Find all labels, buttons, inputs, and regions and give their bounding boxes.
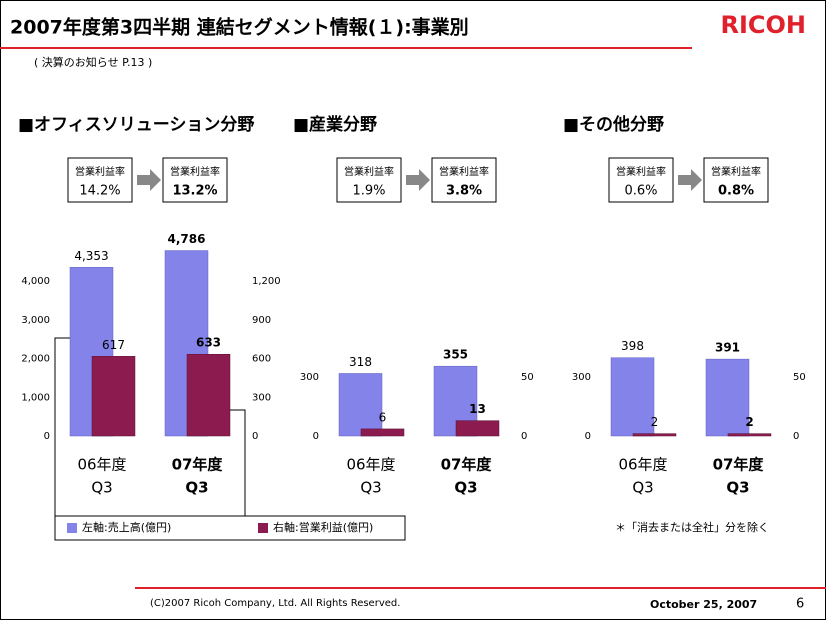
y-tick-label: 0 — [585, 431, 591, 442]
y2-tick-label: 0 — [252, 431, 258, 442]
section-title: ■産業分野 — [293, 114, 377, 135]
subtitle: ( 決算のお知らせ P.13 ) — [34, 55, 152, 69]
logo: RICOH — [720, 11, 806, 39]
margin-label: 営業利益率 — [439, 165, 489, 178]
leader-line — [54, 337, 77, 527]
margin-box — [608, 157, 674, 203]
value-label: 398 — [621, 339, 644, 353]
y2-tick-label: 0 — [793, 431, 799, 442]
value-label: 2 — [651, 415, 659, 429]
bar — [186, 353, 231, 437]
x-tick-label: Q3 — [185, 479, 208, 497]
y-tick-label: 300 — [572, 372, 591, 383]
x-tick-label: Q3 — [726, 479, 749, 497]
value-label: 13 — [469, 402, 486, 416]
x-tick-label: Q3 — [360, 479, 381, 497]
bar — [705, 358, 750, 437]
value-label: 4,786 — [168, 232, 206, 246]
section-title: ■その他分野 — [563, 114, 664, 135]
y2-tick-label: 600 — [252, 354, 271, 365]
value-label: 391 — [715, 341, 740, 355]
value-label: 2 — [745, 415, 753, 429]
legend-label: 左軸:売上高(億円) — [82, 520, 171, 534]
arrow — [678, 169, 702, 191]
x-tick-label: 06年度 — [618, 456, 667, 474]
bar — [360, 428, 405, 437]
y2-tick-label: 1,200 — [252, 276, 281, 287]
bar — [632, 433, 677, 437]
legend-swatch — [258, 523, 268, 533]
y2-tick-label: 0 — [521, 431, 527, 442]
margin-value: 0.8% — [718, 184, 754, 199]
slide-title: 2007年度第3四半期 連結セグメント情報(１):事業別 — [10, 16, 469, 39]
margin-box — [431, 157, 497, 203]
margin-box — [336, 157, 402, 203]
page-number: 6 — [796, 597, 804, 612]
margin-value: 14.2% — [79, 184, 120, 199]
margin-value: 0.6% — [624, 184, 657, 199]
margin-value: 1.9% — [352, 184, 385, 199]
x-tick-label: Q3 — [632, 479, 653, 497]
legend-label: 右軸:営業利益(億円) — [273, 520, 373, 534]
margin-label: 営業利益率 — [344, 165, 394, 178]
value-label: 633 — [196, 336, 221, 350]
y-tick-label: 0 — [44, 431, 50, 442]
arrow — [406, 169, 430, 191]
margin-label: 営業利益率 — [75, 165, 125, 178]
bar — [610, 357, 655, 437]
y2-tick-label: 300 — [252, 392, 271, 403]
value-label: 617 — [102, 338, 125, 352]
date: October 25, 2007 — [650, 598, 757, 611]
y-tick-label: 1,000 — [21, 392, 50, 403]
x-tick-label: 06年度 — [77, 456, 126, 474]
margin-box — [703, 157, 769, 203]
margin-label: 営業利益率 — [711, 165, 761, 178]
margin-label: 営業利益率 — [616, 165, 666, 178]
y-tick-label: 4,000 — [21, 276, 50, 287]
x-tick-label: Q3 — [91, 479, 112, 497]
x-tick-label: Q3 — [454, 479, 477, 497]
bar — [455, 420, 500, 437]
margin-value: 13.2% — [172, 184, 217, 199]
copyright: (C)2007 Ricoh Company, Ltd. All Rights R… — [150, 598, 400, 609]
bar — [338, 373, 383, 437]
x-tick-label: 07年度 — [441, 456, 493, 474]
value-label: 6 — [379, 410, 387, 424]
legend-box — [54, 515, 406, 541]
bar — [727, 433, 772, 437]
y-tick-label: 2,000 — [21, 354, 50, 365]
margin-label: 営業利益率 — [170, 165, 220, 178]
y2-tick-label: 50 — [793, 372, 806, 383]
bar — [91, 356, 136, 437]
y-tick-label: 0 — [313, 431, 319, 442]
legend-swatch — [67, 523, 77, 533]
value-label: 318 — [349, 355, 372, 369]
value-label: 4,353 — [74, 249, 108, 263]
y-tick-label: 3,000 — [21, 315, 50, 326]
y-tick-label: 300 — [300, 372, 319, 383]
y2-tick-label: 900 — [252, 315, 271, 326]
section-title: ■オフィスソリューション分野 — [18, 115, 254, 135]
x-tick-label: 06年度 — [346, 456, 395, 474]
margin-box — [162, 157, 228, 203]
y2-tick-label: 50 — [521, 372, 534, 383]
margin-value: 3.8% — [446, 184, 482, 199]
arrow — [137, 169, 161, 191]
x-tick-label: 07年度 — [713, 456, 765, 474]
note: ＊「消去または全社」分を除く — [615, 520, 769, 534]
margin-box — [67, 157, 133, 203]
x-tick-label: 07年度 — [172, 456, 224, 474]
value-label: 355 — [443, 348, 468, 362]
